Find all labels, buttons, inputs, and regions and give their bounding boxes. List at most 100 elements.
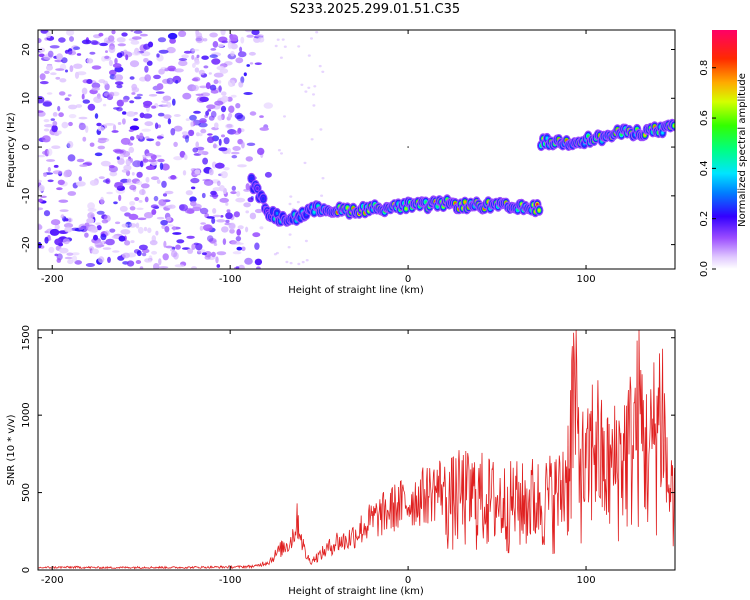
noise-speckle — [67, 259, 74, 265]
noise-speckle — [156, 83, 164, 90]
noise-speckle — [96, 122, 102, 127]
noise-speckle — [88, 225, 98, 233]
colorbar-label: Normalized spectral amplitude — [737, 73, 748, 227]
noise-speckle — [111, 235, 120, 239]
noise-speckle — [305, 259, 309, 262]
noise-speckle — [196, 132, 200, 137]
noise-speckle — [233, 130, 241, 135]
noise-speckle — [108, 45, 116, 54]
noise-speckle — [194, 67, 200, 73]
noise-speckle — [312, 104, 316, 107]
noise-speckle — [89, 179, 98, 186]
noise-speckle — [198, 133, 203, 137]
bottom-x-axis: -200 -100 0 100 — [41, 330, 596, 586]
ridge-cell — [537, 208, 541, 212]
noise-speckle — [170, 128, 176, 136]
noise-speckle — [78, 176, 83, 182]
noise-speckle — [63, 223, 74, 228]
noise-speckle — [235, 103, 241, 109]
noise-speckle — [100, 233, 107, 241]
noise-speckle — [135, 222, 140, 229]
noise-speckle — [248, 51, 256, 56]
noise-speckle — [116, 37, 126, 43]
noise-speckle — [228, 222, 236, 230]
noise-speckle — [53, 164, 59, 168]
noise-speckle — [113, 74, 124, 81]
noise-speckle — [104, 55, 110, 59]
noise-speckle — [199, 96, 209, 103]
noise-speckle — [57, 105, 61, 112]
noise-speckle — [46, 92, 53, 95]
noise-speckle — [199, 207, 209, 215]
noise-speckle — [66, 252, 74, 256]
noise-speckle — [129, 184, 137, 191]
noise-speckle — [174, 68, 184, 73]
noise-speckle — [131, 36, 142, 40]
noise-speckle — [61, 57, 68, 64]
noise-speckle — [117, 158, 125, 165]
noise-speckle — [208, 72, 212, 75]
noise-speckle — [159, 162, 164, 170]
noise-speckle — [138, 244, 148, 251]
noise-speckle — [129, 201, 136, 206]
noise-speckle — [54, 253, 59, 257]
noise-speckle — [157, 112, 165, 117]
noise-speckle — [169, 38, 177, 44]
noise-speckle — [231, 185, 236, 191]
noise-speckle — [51, 145, 61, 149]
noise-speckle — [115, 81, 124, 85]
noise-speckle — [112, 250, 120, 253]
noise-speckle — [236, 114, 246, 122]
noise-speckle — [108, 165, 118, 173]
noise-speckle — [121, 32, 128, 37]
noise-speckle — [216, 219, 226, 223]
top-y-axis: -20 -10 0 10 20 — [21, 43, 675, 253]
noise-speckle — [54, 59, 64, 63]
noise-speckle — [136, 171, 143, 178]
ridge-cell — [262, 197, 265, 201]
noise-speckle — [191, 48, 200, 52]
noise-speckle — [64, 256, 73, 260]
noise-speckle — [175, 244, 181, 250]
noise-speckle — [124, 240, 131, 246]
noise-speckle — [178, 60, 188, 67]
noise-speckle — [227, 147, 232, 155]
noise-speckle — [200, 222, 206, 225]
noise-speckle — [67, 94, 72, 97]
noise-speckle — [151, 105, 157, 109]
noise-speckle — [178, 30, 187, 37]
noise-speckle — [109, 171, 118, 177]
noise-speckle — [155, 91, 165, 94]
noise-speckle — [160, 219, 168, 226]
noise-speckle — [297, 45, 301, 48]
y-tick-label: -20 — [21, 236, 32, 252]
noise-speckle — [132, 51, 141, 56]
noise-speckle — [58, 91, 66, 96]
noise-speckle — [105, 238, 115, 246]
noise-speckle — [207, 235, 214, 242]
colorbar-tick-label: 0.2 — [699, 211, 710, 227]
noise-speckle — [150, 204, 159, 209]
noise-speckle — [254, 208, 263, 214]
noise-speckle — [68, 114, 77, 119]
noise-speckle — [131, 83, 138, 91]
noise-speckle — [195, 35, 204, 44]
noise-speckle — [296, 200, 300, 204]
noise-speckle — [55, 68, 65, 71]
noise-speckle — [202, 224, 213, 232]
noise-speckle — [112, 124, 117, 132]
noise-speckle — [211, 58, 221, 65]
noise-speckle — [161, 163, 170, 171]
noise-speckle — [39, 73, 46, 81]
noise-speckle — [47, 148, 53, 156]
noise-speckle — [310, 138, 314, 141]
noise-speckle — [210, 89, 219, 94]
noise-speckle — [89, 51, 96, 55]
noise-speckle — [94, 152, 103, 157]
noise-speckle — [64, 97, 70, 101]
noise-speckle — [173, 156, 183, 161]
noise-speckle — [129, 100, 135, 104]
noise-speckle — [120, 229, 131, 235]
noise-speckle — [149, 240, 158, 246]
noise-speckle — [156, 179, 161, 184]
